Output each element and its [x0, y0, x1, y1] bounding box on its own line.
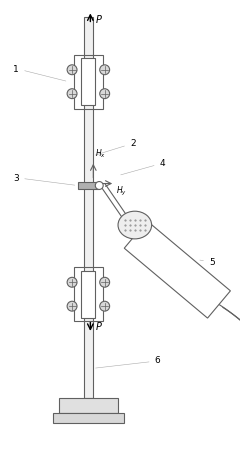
Text: $H_x$: $H_x$: [95, 147, 106, 160]
Circle shape: [67, 301, 77, 311]
Circle shape: [100, 65, 110, 74]
Text: 1: 1: [13, 65, 66, 81]
Bar: [78, 182, 99, 189]
Bar: [84, 17, 93, 398]
Bar: [59, 398, 118, 413]
Bar: [81, 58, 95, 106]
Circle shape: [67, 65, 77, 74]
Text: 3: 3: [13, 174, 75, 185]
Text: 5: 5: [200, 258, 215, 266]
Circle shape: [100, 277, 110, 287]
Text: $H_y$: $H_y$: [116, 185, 127, 197]
Text: 6: 6: [96, 356, 160, 368]
Bar: [74, 54, 103, 109]
Circle shape: [100, 89, 110, 99]
Circle shape: [100, 301, 110, 311]
Bar: [53, 413, 124, 423]
Ellipse shape: [118, 211, 152, 239]
Circle shape: [67, 277, 77, 287]
Bar: [81, 271, 95, 318]
Polygon shape: [124, 221, 230, 318]
Bar: [74, 267, 103, 321]
Text: $P$: $P$: [95, 12, 103, 25]
Text: $P$: $P$: [95, 320, 103, 332]
Text: 2: 2: [95, 139, 135, 155]
Circle shape: [95, 181, 103, 190]
Text: 4: 4: [121, 159, 165, 175]
Circle shape: [67, 89, 77, 99]
